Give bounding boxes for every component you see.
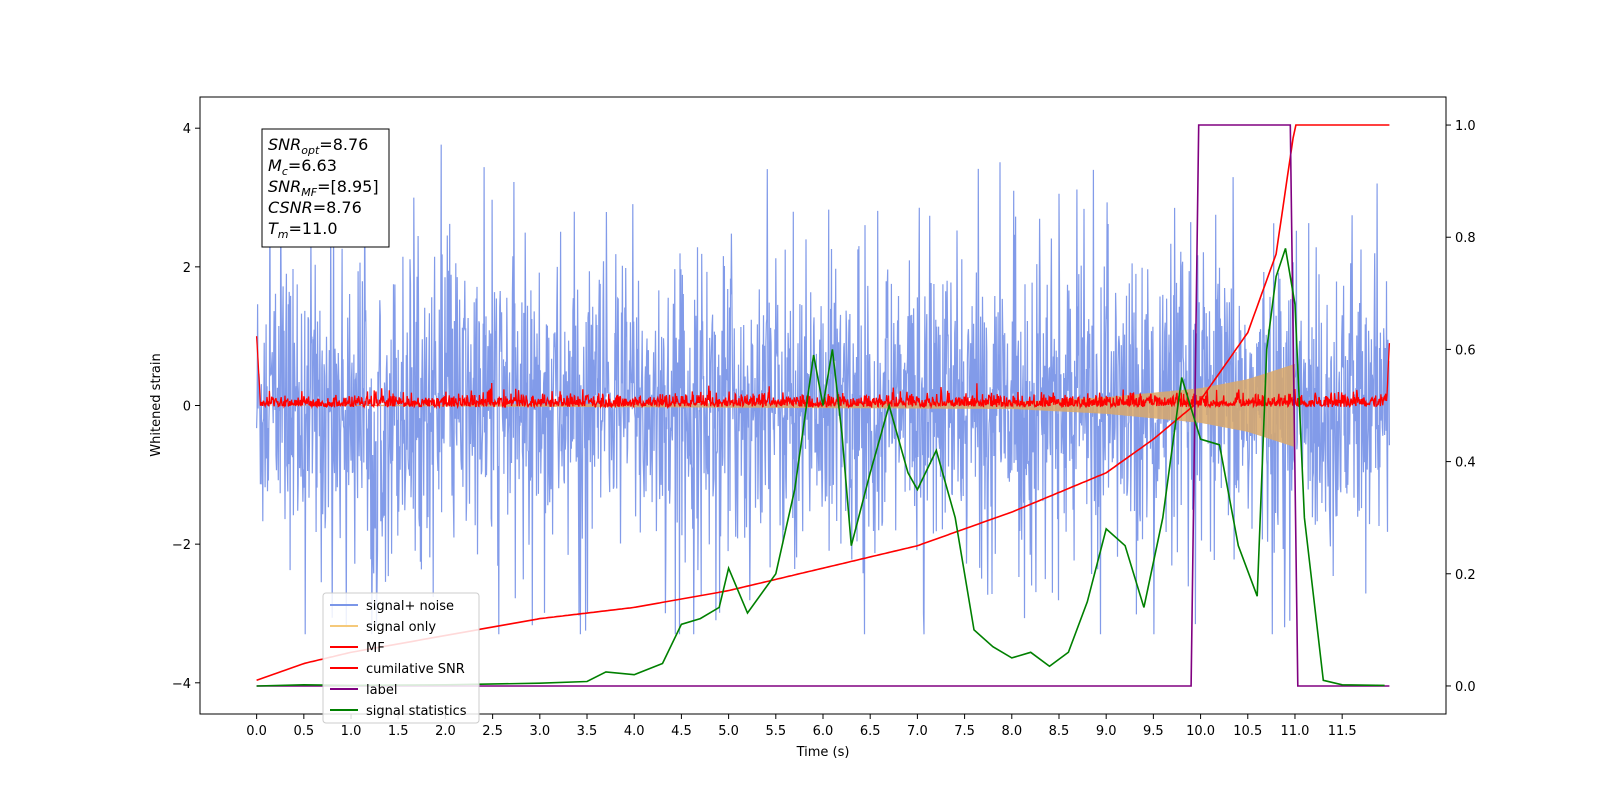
- y-axis-title: Whitened strain: [149, 353, 164, 456]
- x-tick-label: 3.0: [529, 724, 550, 739]
- x-tick-label: 11.0: [1280, 724, 1309, 739]
- x-tick-label: 2.5: [482, 724, 503, 739]
- legend-label: label: [366, 683, 397, 698]
- annotation-symbol: M: [268, 156, 282, 175]
- annotation-symbol: SNR: [268, 135, 301, 154]
- annotation-line: Tm=11.0: [268, 219, 338, 241]
- legend-label: cumilative SNR: [366, 662, 465, 677]
- annotation-subscript: opt: [301, 144, 320, 157]
- series-line-label: [256, 124, 1390, 687]
- annotation-value: =11.0: [289, 219, 338, 238]
- x-tick-label: 7.5: [954, 724, 975, 739]
- x-tick-label: 7.0: [907, 724, 928, 739]
- annotation-box: SNRopt=8.76Mc=6.63SNRMF=[8.95]CSNR=8.76T…: [261, 128, 390, 248]
- annotation-value: =8.76: [313, 198, 362, 217]
- y-right-tick-label: 1.0: [1455, 119, 1476, 134]
- y-right-tick-label: 0.8: [1455, 231, 1476, 246]
- annotation-frame: [261, 128, 390, 248]
- annotation-value: =8.76: [319, 135, 368, 154]
- legend-label: signal statistics: [366, 704, 467, 719]
- legend-frame: [322, 592, 480, 724]
- y-axis-right: 0.0 0.2 0.4 0.6 0.8 1.0: [1446, 119, 1476, 695]
- x-tick-label: 2.0: [435, 724, 456, 739]
- annotation-line: CSNR=8.76: [268, 198, 362, 217]
- x-tick-label: 6.0: [813, 724, 834, 739]
- y-right-tick-label: 0.2: [1455, 568, 1476, 583]
- y-left-tick-label: 0: [183, 400, 191, 415]
- x-tick-label: 5.5: [765, 724, 786, 739]
- x-tick-label: 10.5: [1233, 724, 1262, 739]
- annotation-subscript: m: [278, 228, 289, 241]
- x-tick-label: 9.0: [1096, 724, 1117, 739]
- annotation-line: Mc=6.63: [268, 156, 337, 178]
- annotation-symbol: CSNR: [268, 198, 313, 217]
- annotation-symbol: SNR: [268, 177, 301, 196]
- x-tick-label: 4.5: [671, 724, 692, 739]
- x-tick-label: 10.0: [1186, 724, 1215, 739]
- x-tick-label: 4.0: [624, 724, 645, 739]
- annotation-subscript: MF: [301, 186, 317, 199]
- series-line-mf: [255, 336, 1391, 410]
- annotation-line: SNRopt=8.76: [268, 135, 368, 157]
- legend-label: signal only: [366, 620, 436, 635]
- series-line-signal-statistics: [256, 248, 1385, 687]
- annotation-symbol: T: [268, 219, 279, 238]
- x-tick-label: 9.5: [1143, 724, 1164, 739]
- y-right-tick-label: 0.6: [1455, 343, 1476, 358]
- x-tick-label: 1.0: [341, 724, 362, 739]
- x-tick-label: 11.5: [1328, 724, 1357, 739]
- x-tick-label: 8.5: [1049, 724, 1070, 739]
- annotation-value: =[8.95]: [317, 177, 379, 196]
- y-axis-left: −4 −2 0 2 4: [172, 122, 200, 692]
- y-left-tick-label: −2: [172, 538, 191, 553]
- x-tick-label: 0.5: [293, 724, 314, 739]
- legend: signal+ noise signal only MF cumilative SNR…: [322, 592, 480, 724]
- x-axis-title: Time (s): [796, 745, 850, 760]
- y-left-tick-label: 4: [183, 122, 191, 137]
- x-tick-label: 3.5: [577, 724, 598, 739]
- x-tick-label: 1.5: [388, 724, 409, 739]
- legend-label: signal+ noise: [366, 599, 454, 614]
- x-axis: 0.0 0.5 1.0 1.5 2.0 2.5 3.0 3.5 4.0 4.5 5.0 5.5 6.0 6…: [246, 714, 1357, 739]
- y-right-tick-label: 0.0: [1455, 680, 1476, 695]
- y-left-tick-label: 2: [183, 261, 191, 276]
- annotation-line: SNRMF=[8.95]: [268, 177, 379, 199]
- x-tick-label: 6.5: [860, 724, 881, 739]
- annotation-value: =6.63: [288, 156, 337, 175]
- x-tick-label: 5.0: [718, 724, 739, 739]
- x-tick-label: 8.0: [1001, 724, 1022, 739]
- annotation-subscript: c: [282, 165, 288, 178]
- legend-label: MF: [366, 641, 385, 656]
- y-left-tick-label: −4: [172, 677, 191, 692]
- y-right-tick-label: 0.4: [1455, 456, 1476, 471]
- x-tick-label: 0.0: [246, 724, 267, 739]
